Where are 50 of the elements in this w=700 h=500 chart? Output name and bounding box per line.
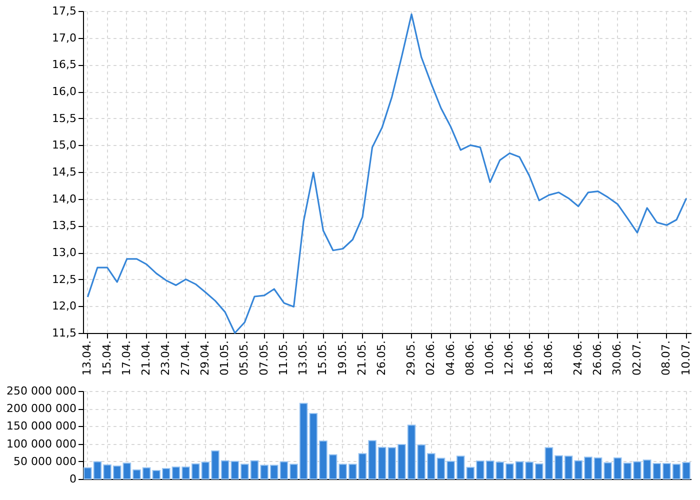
y-tick-label: 13,5	[52, 219, 76, 232]
x-tick-label: 05.05.	[238, 340, 251, 376]
y-tick-label: 0	[70, 472, 76, 486]
y-tick-label: 11,5	[52, 326, 76, 340]
x-tick-label: 29.05.	[404, 340, 418, 376]
x-tick-label: 08.06.	[463, 340, 476, 376]
y-tick-label: 17,5	[52, 4, 76, 18]
x-tick-label: 21.05.	[355, 340, 368, 376]
x-tick-label: 13.04.	[80, 340, 94, 376]
y-tick-label: 17,0	[52, 31, 76, 44]
y-tick-label: 200 000 000	[6, 402, 76, 416]
x-tick-label: 02.07.	[630, 340, 644, 376]
x-tick-label: 27.04.	[178, 340, 192, 376]
y-tick-label: 12,5	[52, 272, 76, 286]
y-tick-label: 15,5	[52, 112, 76, 125]
x-tick-label: 11.05.	[276, 340, 290, 376]
y-tick-label: 16,5	[52, 58, 76, 72]
x-tick-label: 01.05.	[218, 340, 232, 376]
x-tick-label: 13.05.	[296, 340, 310, 376]
x-tick-label: 12.06.	[502, 340, 516, 376]
x-tick-label: 02.06.	[424, 340, 438, 376]
x-tick-label: 29.04.	[198, 340, 212, 376]
x-tick-label: 26.06.	[591, 340, 604, 376]
x-tick-label: 30.06.	[610, 340, 624, 376]
x-tick-label: 23.04.	[159, 340, 172, 376]
y-tick-label: 150 000 000	[6, 420, 76, 433]
x-tick-label: 17.04.	[120, 340, 133, 376]
x-tick-label: 24.06.	[571, 340, 584, 376]
x-tick-label: 10.06.	[483, 340, 496, 376]
x-tick-label: 15.05.	[316, 340, 330, 376]
x-tick-label: 18.06.	[542, 340, 555, 376]
x-tick-label: 26.05.	[375, 340, 388, 376]
y-tick-label: 12,0	[52, 300, 76, 313]
x-tick-label: 10.07.	[679, 340, 692, 376]
y-tick-label: 100 000 000	[6, 437, 76, 450]
y-tick-label: 16,0	[52, 85, 76, 98]
y-tick-label: 14,5	[52, 166, 76, 178]
x-tick-label: 08.07.	[660, 340, 673, 376]
line-series	[86, 13, 688, 334]
x-tick-label: 19.05.	[336, 340, 349, 376]
y-tick-label: 14,0	[52, 192, 76, 206]
x-tick-label: 15.04.	[100, 340, 114, 376]
y-tick-label: 15,0	[52, 138, 76, 152]
x-tick-label: 04.06.	[444, 340, 457, 376]
x-tick-label: 16.06.	[522, 340, 536, 376]
y-tick-label: 13,0	[52, 246, 76, 259]
x-tick-label: 07.05.	[257, 340, 270, 376]
y-tick-label: 50 000 000	[14, 454, 76, 468]
x-tick-label: 21.04.	[140, 340, 153, 376]
y-tick-label: 250 000 000	[6, 384, 76, 398]
